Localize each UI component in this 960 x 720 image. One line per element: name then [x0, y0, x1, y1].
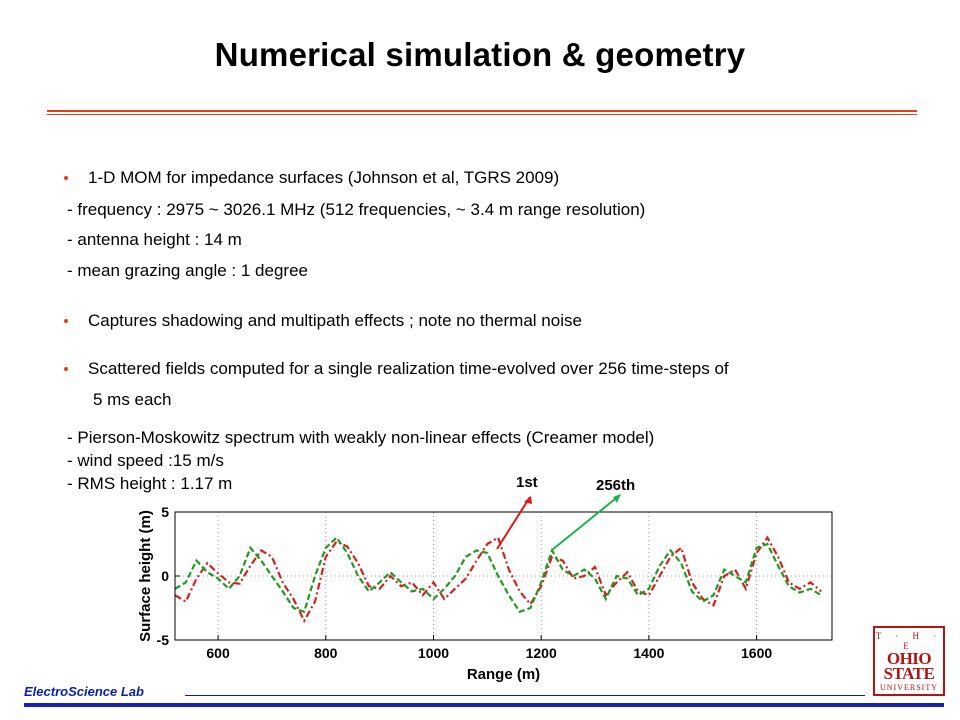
x-axis-label: Range (m) — [467, 666, 540, 683]
bullet-text: Captures shadowing and multipath effects… — [88, 311, 582, 330]
x-tick-label: 1000 — [418, 645, 449, 661]
logo-line-1: T · H · E — [875, 631, 943, 651]
bullet-dot-icon — [64, 176, 68, 180]
detail-1: - Pierson-Moskowitz spectrum with weakly… — [67, 428, 655, 447]
bullet-3: Scattered fields computed for a single r… — [64, 359, 729, 379]
bullet-1-sub-1: - frequency : 2975 ~ 3026.1 MHz (512 fre… — [67, 200, 646, 219]
bullet-dot-icon — [64, 367, 68, 371]
bullet-3-continuation: 5 ms each — [93, 390, 172, 409]
annotation-arrowhead-first — [524, 496, 532, 504]
logo-line-3: STATE — [883, 664, 935, 683]
bullet-1: 1-D MOM for impedance surfaces (Johnson … — [64, 168, 559, 188]
x-tick-label: 1200 — [526, 645, 557, 661]
annotation-arrowhead-last — [613, 494, 621, 503]
bullet-text: 1-D MOM for impedance surfaces (Johnson … — [88, 168, 560, 187]
detail-2: - wind speed :15 m/s — [67, 451, 224, 470]
annotation-first: 1st — [516, 474, 538, 491]
y-axis-label: Surface height (m) — [137, 510, 154, 642]
footer-rule-thick — [24, 703, 944, 707]
y-tick-label: 5 — [161, 504, 169, 520]
y-tick-label: 0 — [161, 568, 169, 584]
title-rule — [47, 110, 917, 112]
ohio-state-logo: T · H · E OHIO STATE UNIVERSITY — [873, 626, 945, 696]
bullet-2: Captures shadowing and multipath effects… — [64, 311, 582, 331]
logo-line-2: OHIO — [886, 649, 932, 668]
title-rule-thin — [47, 114, 917, 115]
footer-rule-thin — [185, 695, 865, 696]
x-tick-label: 800 — [314, 645, 338, 661]
bullet-dot-icon — [64, 319, 68, 323]
footer-lab-name: ElectroScience Lab — [24, 684, 144, 699]
annotation-last: 256th — [596, 477, 635, 494]
slide-title: Numerical simulation & geometry — [214, 36, 746, 73]
logo-line-4: UNIVERSITY — [880, 683, 938, 692]
series-line-1 — [174, 535, 822, 624]
annotation-arrow-first — [496, 496, 531, 550]
bullet-text: Scattered fields computed for a single r… — [88, 359, 729, 378]
x-tick-label: 600 — [206, 645, 230, 661]
x-tick-label: 1400 — [633, 645, 664, 661]
annotation-arrow-last — [551, 494, 621, 551]
detail-3: - RMS height : 1.17 m — [67, 474, 233, 493]
y-tick-label: -5 — [157, 632, 170, 648]
bullet-1-sub-3: - mean grazing angle : 1 degree — [67, 261, 308, 280]
x-tick-label: 1600 — [741, 645, 772, 661]
bullet-1-sub-2: - antenna height : 14 m — [67, 230, 242, 249]
series-line-2 — [174, 535, 822, 614]
